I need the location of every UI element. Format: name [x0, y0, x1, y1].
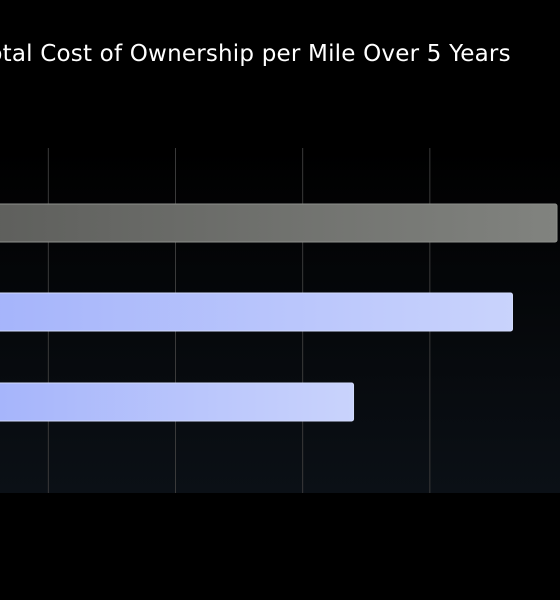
bars — [0, 203, 558, 422]
bar-1 — [0, 203, 558, 243]
bar-3 — [0, 382, 355, 422]
chart-title: Total Cost of Ownership per Mile Over 5 … — [0, 41, 511, 67]
bar-2 — [0, 292, 513, 332]
